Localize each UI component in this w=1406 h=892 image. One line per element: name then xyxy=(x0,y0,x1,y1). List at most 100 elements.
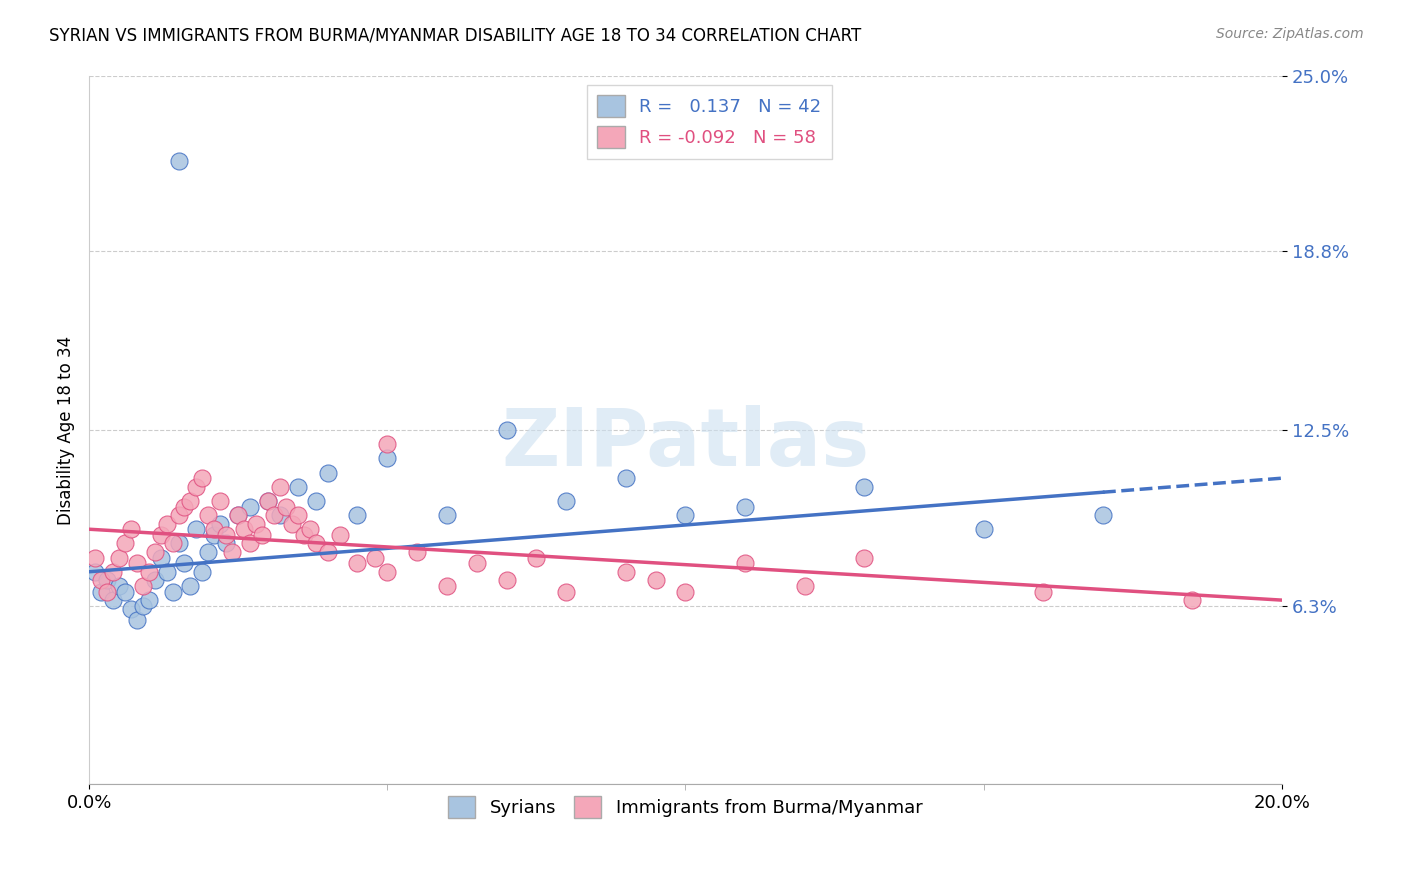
Point xyxy=(125,613,148,627)
Point xyxy=(191,565,214,579)
Point xyxy=(90,574,112,588)
Point xyxy=(287,480,309,494)
Point xyxy=(215,536,238,550)
Point xyxy=(191,471,214,485)
Point xyxy=(1181,593,1204,607)
Point xyxy=(226,508,249,522)
Point xyxy=(173,556,195,570)
Point xyxy=(209,494,232,508)
Point xyxy=(239,500,262,514)
Point xyxy=(143,574,166,588)
Point xyxy=(209,516,232,531)
Point xyxy=(173,500,195,514)
Point xyxy=(298,522,321,536)
Point xyxy=(149,528,172,542)
Point xyxy=(226,508,249,522)
Point xyxy=(221,545,243,559)
Point xyxy=(346,508,368,522)
Point xyxy=(614,565,637,579)
Point xyxy=(84,565,107,579)
Point xyxy=(269,480,291,494)
Point xyxy=(375,437,398,451)
Point xyxy=(305,536,328,550)
Point xyxy=(132,579,155,593)
Point xyxy=(329,528,352,542)
Text: Source: ZipAtlas.com: Source: ZipAtlas.com xyxy=(1216,27,1364,41)
Point xyxy=(239,536,262,550)
Point xyxy=(215,528,238,542)
Point xyxy=(96,574,118,588)
Point xyxy=(245,516,267,531)
Point xyxy=(555,494,578,508)
Point xyxy=(125,556,148,570)
Point xyxy=(138,565,160,579)
Point xyxy=(274,500,297,514)
Point xyxy=(186,480,208,494)
Point xyxy=(853,480,876,494)
Point xyxy=(495,423,517,437)
Point xyxy=(101,565,124,579)
Point xyxy=(120,601,142,615)
Point xyxy=(614,471,637,485)
Point xyxy=(675,584,697,599)
Point xyxy=(114,536,136,550)
Point xyxy=(793,579,815,593)
Point xyxy=(96,584,118,599)
Point xyxy=(202,522,225,536)
Point xyxy=(132,599,155,613)
Point xyxy=(114,584,136,599)
Point xyxy=(233,522,256,536)
Point xyxy=(644,574,666,588)
Point xyxy=(1091,508,1114,522)
Point xyxy=(167,153,190,168)
Point xyxy=(162,536,184,550)
Point xyxy=(90,584,112,599)
Point xyxy=(84,550,107,565)
Point xyxy=(524,550,547,565)
Point xyxy=(675,508,697,522)
Point xyxy=(167,508,190,522)
Legend: Syrians, Immigrants from Burma/Myanmar: Syrians, Immigrants from Burma/Myanmar xyxy=(441,789,929,825)
Point xyxy=(257,494,280,508)
Point xyxy=(346,556,368,570)
Point xyxy=(138,593,160,607)
Point xyxy=(179,494,201,508)
Point xyxy=(406,545,429,559)
Point xyxy=(316,545,339,559)
Point xyxy=(436,508,458,522)
Point xyxy=(436,579,458,593)
Point xyxy=(281,516,304,531)
Text: SYRIAN VS IMMIGRANTS FROM BURMA/MYANMAR DISABILITY AGE 18 TO 34 CORRELATION CHAR: SYRIAN VS IMMIGRANTS FROM BURMA/MYANMAR … xyxy=(49,27,862,45)
Point xyxy=(734,500,756,514)
Point xyxy=(269,508,291,522)
Point xyxy=(101,593,124,607)
Point xyxy=(375,565,398,579)
Point xyxy=(555,584,578,599)
Point xyxy=(108,550,131,565)
Point xyxy=(305,494,328,508)
Point xyxy=(257,494,280,508)
Point xyxy=(149,550,172,565)
Point xyxy=(155,565,177,579)
Point xyxy=(287,508,309,522)
Point xyxy=(973,522,995,536)
Point xyxy=(375,451,398,466)
Point xyxy=(202,528,225,542)
Point xyxy=(364,550,387,565)
Point xyxy=(292,528,315,542)
Point xyxy=(734,556,756,570)
Point xyxy=(197,545,219,559)
Point xyxy=(250,528,273,542)
Point xyxy=(465,556,488,570)
Point xyxy=(1032,584,1054,599)
Text: ZIPatlas: ZIPatlas xyxy=(502,405,869,483)
Point xyxy=(263,508,285,522)
Point xyxy=(495,574,517,588)
Point xyxy=(120,522,142,536)
Point xyxy=(853,550,876,565)
Point xyxy=(167,536,190,550)
Point xyxy=(197,508,219,522)
Point xyxy=(108,579,131,593)
Point xyxy=(162,584,184,599)
Point xyxy=(186,522,208,536)
